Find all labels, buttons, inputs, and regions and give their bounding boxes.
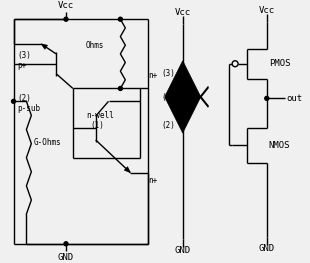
Text: n+: n+ [148, 176, 157, 185]
Text: (3): (3) [161, 69, 175, 78]
Text: Vcc: Vcc [175, 8, 191, 17]
Circle shape [232, 61, 238, 67]
Polygon shape [165, 97, 201, 133]
Text: GND: GND [259, 244, 275, 253]
Text: NMOS: NMOS [269, 141, 290, 150]
Circle shape [118, 87, 122, 90]
Circle shape [265, 96, 269, 100]
Text: n-well: n-well [86, 111, 113, 120]
Circle shape [64, 17, 68, 21]
Text: Ohms: Ohms [86, 42, 104, 50]
Text: GND: GND [58, 253, 74, 262]
Polygon shape [165, 61, 201, 96]
Text: p+: p+ [17, 61, 27, 70]
Text: G-Ohms: G-Ohms [33, 138, 61, 147]
Text: p-sub: p-sub [17, 104, 41, 113]
Text: out: out [286, 94, 303, 103]
Circle shape [11, 99, 16, 103]
Text: (2): (2) [161, 120, 175, 130]
Text: (2): (2) [17, 94, 31, 103]
Text: PMOS: PMOS [269, 59, 290, 68]
Polygon shape [41, 44, 47, 49]
Text: (3): (3) [17, 51, 31, 60]
Text: n+: n+ [148, 71, 157, 80]
Polygon shape [124, 167, 130, 173]
Circle shape [118, 17, 122, 21]
Text: GND: GND [175, 246, 191, 255]
Text: (1): (1) [91, 120, 104, 130]
Text: Vcc: Vcc [58, 1, 74, 10]
Circle shape [64, 242, 68, 246]
Text: Vcc: Vcc [259, 6, 275, 15]
Text: (1): (1) [161, 93, 175, 102]
